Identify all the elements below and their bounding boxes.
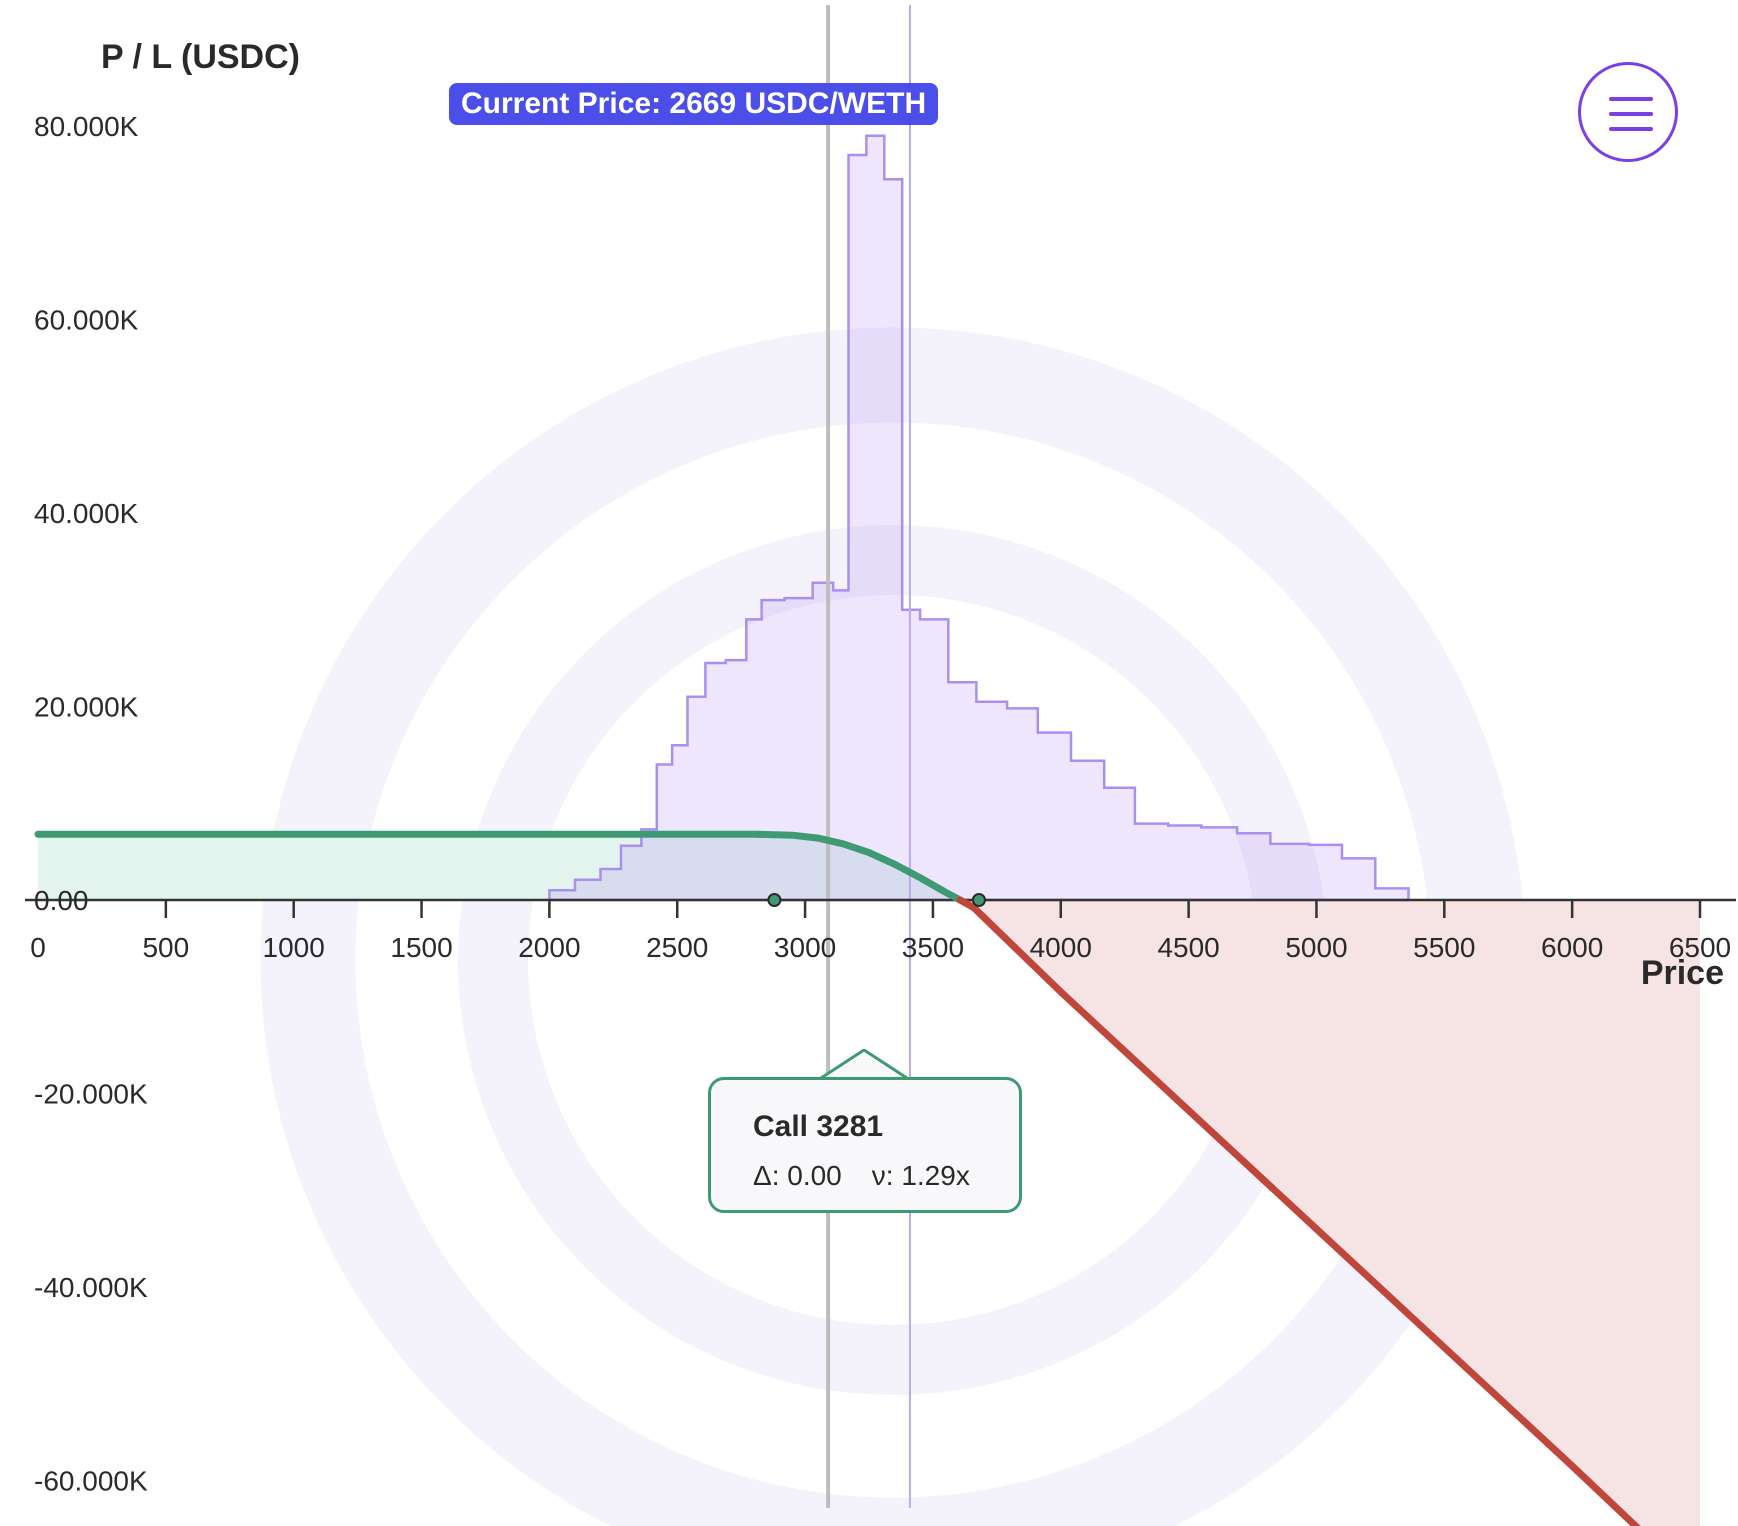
tooltip-title: Call 3281 — [753, 1110, 884, 1143]
x-tick-label: 2500 — [646, 932, 708, 963]
x-tick-label: 4500 — [1157, 932, 1219, 963]
pnl-fill-areas — [38, 834, 1700, 1526]
x-tick-label: 5500 — [1413, 932, 1475, 963]
hamburger-menu-icon-bar — [1609, 127, 1653, 131]
profit-area — [38, 834, 960, 900]
y-tick-label: -20.000K — [34, 1079, 148, 1110]
y-tick-label: 40.000K — [34, 498, 139, 529]
x-tick-label: 3000 — [774, 932, 836, 963]
pnl-lines — [34, 830, 1641, 1526]
hamburger-menu-icon-bar — [1609, 112, 1653, 116]
y-tick-label: 60.000K — [34, 305, 139, 336]
loss-line — [956, 896, 1641, 1526]
x-tick-label: 6000 — [1541, 932, 1603, 963]
tooltip-delta: Δ: 0.00 — [753, 1160, 842, 1191]
x-tick-label: 2000 — [518, 932, 580, 963]
x-axis: 0 500 1000 1500 2000 2500 3000 3500 4000 4500 5000… — [25, 898, 1736, 963]
breakeven-markers — [767, 893, 986, 907]
tooltip-vega: ν: 1.29x — [871, 1160, 970, 1191]
x-tick-label: 1500 — [390, 932, 452, 963]
y-axis: 80.000K 60.000K 40.000K 20.000K 0.00 -20.000K… — [34, 111, 148, 1497]
x-tick-label: 3500 — [902, 932, 964, 963]
y-tick-label: 0.00 — [34, 885, 89, 916]
tooltip-pointer — [818, 1049, 910, 1081]
hamburger-menu-icon — [1609, 97, 1653, 101]
profit-line — [34, 830, 964, 904]
reference-lines — [826, 5, 911, 1508]
y-axis-title: P / L (USDC) — [101, 38, 300, 76]
x-tick-label: 500 — [142, 932, 189, 963]
liquidity-histogram — [548, 134, 1410, 902]
strike-tooltip: Call 3281 Δ: 0.00 ν: 1.29x — [708, 1077, 1022, 1213]
breakeven-point — [971, 893, 986, 907]
x-tick-label: 5000 — [1285, 932, 1347, 963]
x-tick-label: 1000 — [263, 932, 325, 963]
x-tick-label: 4000 — [1030, 932, 1092, 963]
y-tick-label: 80.000K — [34, 111, 139, 142]
histogram-area — [548, 134, 1410, 902]
x-axis-title: Price — [1641, 954, 1724, 992]
loss-area — [960, 900, 1700, 1526]
x-tick-label: 6500 — [1669, 932, 1731, 963]
tooltip-greeks: Δ: 0.00 ν: 1.29x — [753, 1160, 970, 1192]
x-tick-label: 0 — [30, 932, 46, 963]
menu-button[interactable] — [1578, 62, 1678, 162]
breakeven-point — [767, 893, 782, 907]
y-tick-label: -60.000K — [34, 1466, 148, 1497]
y-tick-label: 20.000K — [34, 692, 139, 723]
current-price-badge: Current Price: 2669 USDC/WETH — [449, 83, 939, 125]
y-tick-label: -40.000K — [34, 1272, 148, 1303]
